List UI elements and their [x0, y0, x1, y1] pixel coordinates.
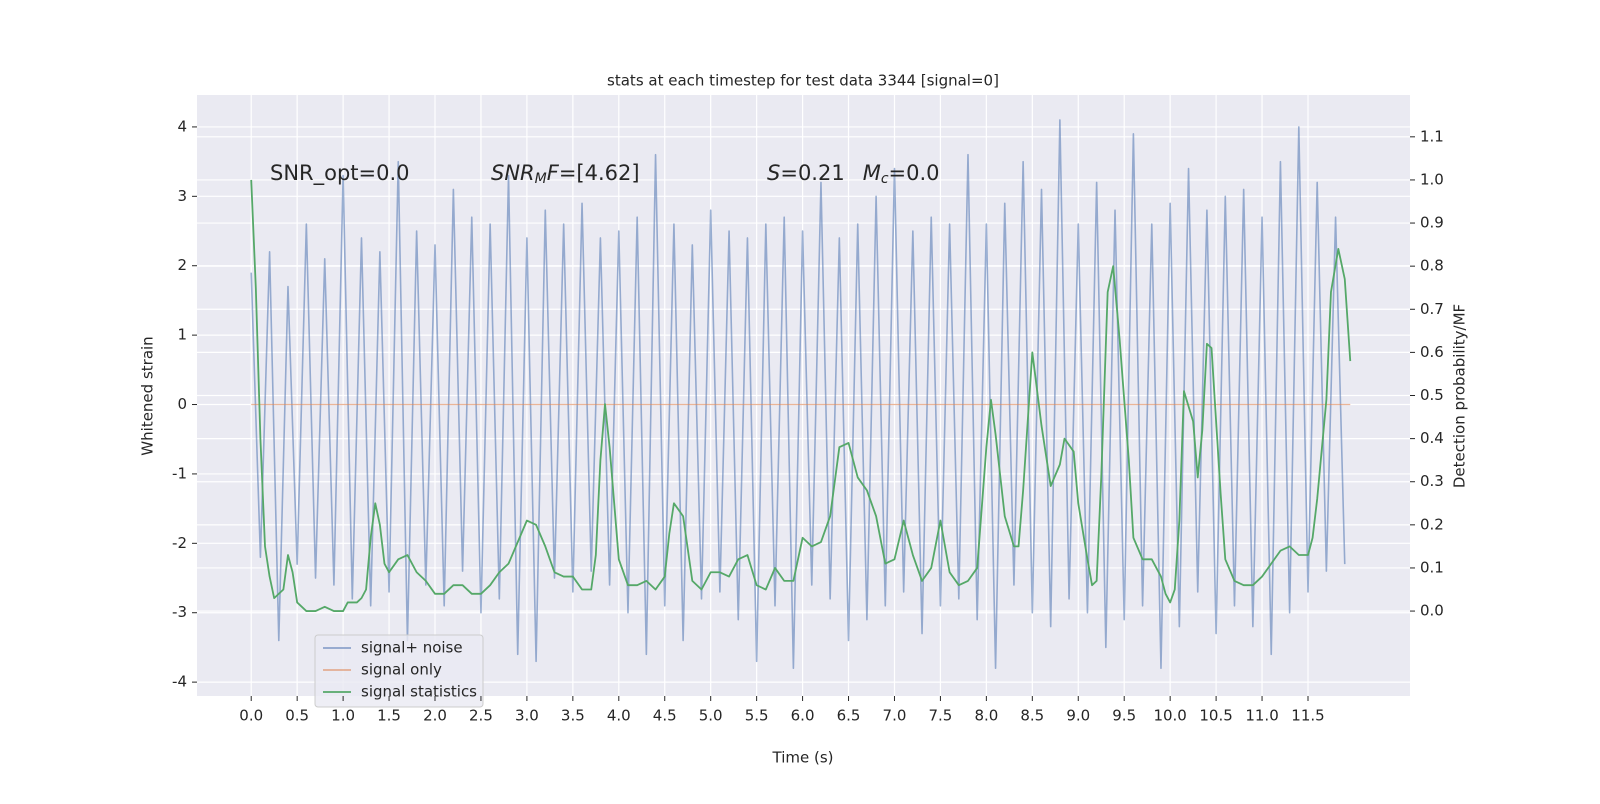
y-tick-label: 3	[177, 187, 187, 205]
x-tick-label: 2.5	[469, 707, 493, 725]
annotation: S=0.21 Mc=0.0	[767, 161, 940, 187]
x-tick-label: 8.5	[1020, 707, 1044, 725]
annotation-text: S	[767, 161, 780, 185]
y2-tick-label: 0.4	[1420, 429, 1444, 447]
y2-tick-label: 0.8	[1420, 257, 1444, 275]
series-line	[250, 179, 1352, 612]
legend: signal+ noise signal only signal statistic…	[314, 634, 484, 708]
x-tick-label: 6.0	[791, 707, 815, 725]
annotation-text: =[4.62]	[559, 161, 640, 185]
y2-tick-label: 1.0	[1420, 170, 1444, 188]
legend-label: signal statistics	[361, 683, 477, 701]
y-tick-label: 0	[177, 395, 187, 413]
x-tick-label: 5.0	[699, 707, 723, 725]
x-tick-label: 11.5	[1291, 707, 1324, 725]
y-tick-label: -2	[172, 534, 187, 552]
y-tick-label: 1	[177, 326, 187, 344]
x-tick-label: 7.5	[928, 707, 952, 725]
x-tick-label: 1.0	[331, 707, 355, 725]
y2-tick-label: 0.6	[1420, 343, 1444, 361]
y2-tick-label: 0.1	[1420, 558, 1444, 576]
annotation-text: =0.0	[889, 161, 940, 185]
marks	[250, 119, 1352, 670]
x-tick-label: 4.0	[607, 707, 631, 725]
x-tick-label: 3.5	[561, 707, 585, 725]
y-tick-label: -4	[172, 673, 187, 691]
x-tick-label: 7.0	[883, 707, 907, 725]
x-tick-label: 0.5	[285, 707, 309, 725]
y-tick-label: 2	[177, 256, 187, 274]
x-tick-label: 8.0	[974, 707, 998, 725]
y-tick-label: -1	[172, 464, 187, 482]
y-tick-label: 4	[177, 117, 187, 135]
x-axis-label: Time (s)	[772, 749, 834, 767]
annotation-text: SNR	[491, 161, 535, 185]
x-tick-label: 0.0	[239, 707, 263, 725]
annotation-text: M	[863, 161, 881, 185]
annotation-subscript: M	[535, 171, 547, 187]
annotation-text: F	[547, 161, 560, 185]
x-tick-label: 1.5	[377, 707, 401, 725]
x-tick-label: 4.5	[653, 707, 677, 725]
x-tick-label: 10.5	[1199, 707, 1232, 725]
annotation: SNR_opt=0.0	[270, 161, 410, 186]
x-tick-label: 3.0	[515, 707, 539, 725]
x-tick-label: 9.0	[1066, 707, 1090, 725]
annotation-text: SNR_opt=0.0	[270, 161, 410, 186]
y2-tick-label: 0.5	[1420, 386, 1444, 404]
annotation: SNRMF=[4.62]	[491, 161, 640, 187]
y2-tick-label: 0.9	[1420, 214, 1444, 232]
y-axis-label: Whitened strain	[139, 336, 157, 455]
annotation-text: =0.21	[780, 161, 844, 185]
y2-axis-label: Detection probability/MF	[1451, 304, 1469, 488]
x-tick-label: 5.5	[745, 707, 769, 725]
legend-label: signal+ noise	[361, 639, 463, 657]
chart-title: stats at each timestep for test data 334…	[607, 72, 999, 90]
x-tick-label: 10.0	[1153, 707, 1186, 725]
y2-tick-label: 0.2	[1420, 515, 1444, 533]
x-tick-label: 6.5	[837, 707, 861, 725]
series-line	[250, 119, 1346, 670]
y2-tick-label: 0.7	[1420, 300, 1444, 318]
x-tick-label: 2.0	[423, 707, 447, 725]
x-tick-label: 11.0	[1245, 707, 1278, 725]
y-tick-label: -3	[172, 603, 187, 621]
y2-tick-label: 1.1	[1420, 127, 1444, 145]
legend-box	[314, 634, 484, 708]
annotation-subscript: c	[881, 171, 889, 187]
legend-label: signal only	[361, 661, 442, 679]
x-tick-label: 9.5	[1112, 707, 1136, 725]
y2-tick-label: 0.0	[1420, 602, 1444, 620]
y2-tick-label: 0.3	[1420, 472, 1444, 490]
